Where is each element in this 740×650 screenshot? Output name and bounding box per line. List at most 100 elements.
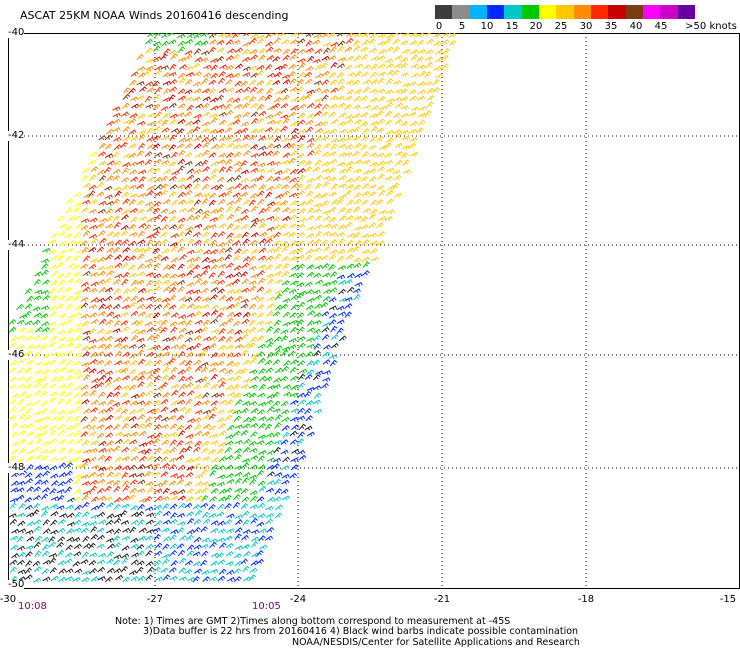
- wind-barb: [298, 103, 307, 110]
- wind-barb: [377, 166, 386, 172]
- wind-barb: [201, 77, 209, 85]
- wind-barb: [208, 482, 217, 488]
- wind-barb: [337, 255, 345, 263]
- wind-barb: [234, 205, 242, 213]
- wind-barb: [144, 495, 153, 503]
- wind-barb: [306, 239, 315, 245]
- wind-barb: [51, 351, 60, 357]
- wind-barb: [211, 457, 220, 463]
- wind-barb: [259, 375, 267, 382]
- wind-barb: [97, 478, 106, 484]
- wind-barb: [313, 334, 321, 342]
- wind-barb: [153, 279, 162, 286]
- wind-barb: [10, 359, 18, 367]
- wind-barb: [122, 432, 131, 438]
- wind-barb: [296, 240, 305, 246]
- wind-barb: [210, 560, 219, 567]
- wind-barb: [65, 415, 73, 423]
- wind-barb: [242, 102, 250, 110]
- wind-barb: [281, 184, 290, 190]
- wind-barb: [240, 271, 248, 278]
- wind-barb: [169, 119, 177, 126]
- wind-barb: [361, 249, 370, 255]
- wind-barb: [264, 238, 273, 245]
- wind-barb: [217, 213, 225, 221]
- wind-barb: [281, 74, 290, 80]
- wind-barb: [137, 66, 146, 72]
- wind-barb: [210, 168, 219, 175]
- wind-barb: [218, 192, 227, 198]
- wind-barb: [114, 438, 123, 445]
- wind-barb: [193, 295, 202, 303]
- wind-barb: [208, 272, 216, 279]
- wind-barb: [272, 207, 281, 213]
- wind-barb: [448, 40, 457, 46]
- wind-barb: [104, 277, 112, 285]
- wind-barb: [273, 33, 282, 36]
- wind-barb: [120, 141, 128, 149]
- wind-barb: [232, 39, 241, 45]
- wind-barb: [115, 407, 123, 414]
- wind-barb: [138, 535, 147, 542]
- wind-barb: [321, 94, 329, 102]
- wind-barb: [298, 62, 306, 69]
- wind-barb: [280, 63, 288, 70]
- wind-barb: [81, 362, 90, 368]
- wind-barb: [128, 494, 136, 501]
- wind-barb: [264, 205, 272, 213]
- wind-barb: [113, 278, 121, 285]
- wind-barb: [321, 326, 330, 333]
- wind-barb: [218, 335, 226, 343]
- wind-barb: [72, 536, 81, 543]
- lat-tick-48s: -48: [8, 462, 25, 473]
- wind-barb: [41, 326, 50, 333]
- wind-barb: [225, 550, 234, 557]
- wind-barb: [323, 344, 332, 350]
- wind-barb: [114, 273, 123, 279]
- wind-barb: [24, 383, 33, 390]
- wind-barb: [184, 445, 193, 453]
- wind-barb: [363, 104, 372, 110]
- wind-barb: [297, 352, 306, 358]
- wind-barb: [272, 463, 280, 470]
- wind-barb: [385, 167, 395, 173]
- wind-barb: [153, 45, 161, 52]
- wind-barb: [154, 152, 163, 158]
- wind-barb: [168, 209, 177, 215]
- wind-barb: [298, 301, 306, 309]
- wind-barb: [232, 320, 241, 327]
- wind-barb: [66, 521, 76, 527]
- wind-barb: [282, 231, 291, 237]
- wind-barb: [193, 71, 202, 77]
- wind-barb: [24, 567, 33, 575]
- wind-barb: [282, 78, 291, 85]
- wind-barb: [106, 391, 114, 399]
- wind-barb: [144, 159, 153, 166]
- wind-barb: [360, 121, 369, 127]
- wind-barb: [345, 166, 353, 173]
- wind-barb: [258, 238, 267, 245]
- wind-barb: [24, 303, 33, 310]
- wind-barb: [370, 126, 379, 133]
- wind-barb: [256, 70, 264, 77]
- wind-barb: [256, 64, 265, 71]
- wind-barb: [179, 535, 187, 541]
- wind-barb: [72, 577, 81, 582]
- wind-barb: [336, 95, 345, 101]
- wind-barb: [112, 118, 121, 124]
- wind-barb: [289, 280, 299, 286]
- wind-barb: [136, 208, 145, 215]
- wind-barb: [121, 399, 131, 405]
- wind-barb: [225, 73, 234, 79]
- wind-barb: [104, 295, 113, 302]
- wind-barb: [121, 545, 130, 551]
- wind-barb: [40, 448, 49, 454]
- wind-barb: [120, 408, 129, 415]
- wind-barb: [114, 254, 123, 261]
- wind-barb: [106, 567, 115, 574]
- wind-barb: [145, 65, 154, 71]
- wind-barb: [144, 224, 152, 231]
- wind-barb: [282, 167, 291, 175]
- wind-speed-legend: 0 5 10 15 20 25 30 35 40 45 >50 knots: [435, 5, 740, 35]
- wind-barb: [74, 343, 82, 350]
